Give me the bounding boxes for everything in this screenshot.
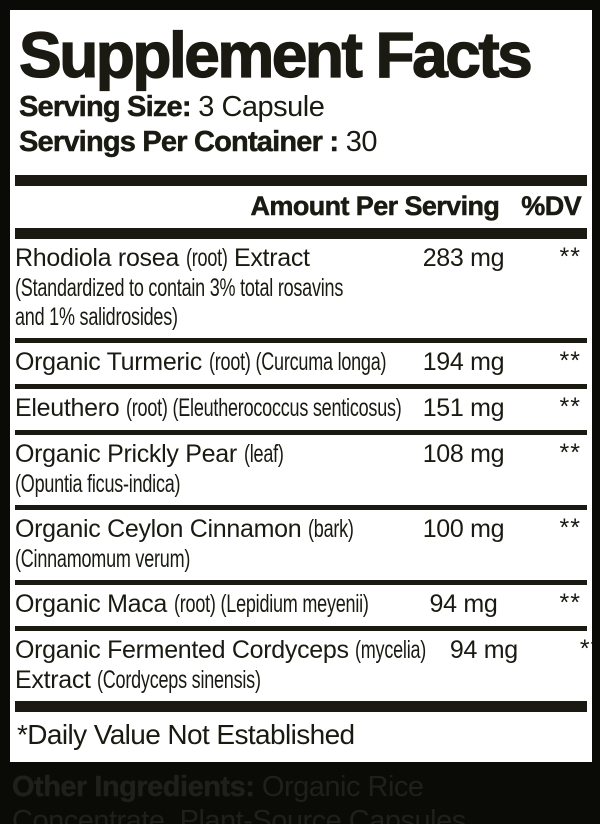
ingredient-name-line: Organic Ceylon Cinnamon (bark)	[15, 514, 406, 545]
latin-name-text: (leaf)	[243, 440, 284, 468]
other-ingredients-label: Other Ingredients:	[12, 771, 255, 803]
latin-name-text: (Cordyceps sinensis)	[97, 666, 262, 694]
dv-value: **	[559, 514, 581, 542]
ingredient-name-text: Eleuthero	[15, 394, 126, 422]
servings-per-container-value: 30	[338, 126, 378, 158]
row-divider	[15, 338, 587, 343]
ingredient-name-text: Organic Fermented Cordyceps	[15, 636, 356, 664]
ingredient-subtext-line: (Standardized to contain 3% total rosavi…	[15, 274, 406, 303]
latin-name-text: (root) (Curcuma longa)	[208, 348, 387, 376]
amount-value: 283 mg	[422, 244, 505, 272]
ingredient-name-cell: Rhodiola rosea (root) Extract (Standardiz…	[15, 243, 406, 332]
table-header-row: Amount Per Serving %DV	[15, 186, 587, 228]
ingredient-name-text: Rhodiola rosea	[15, 244, 186, 272]
dv-value: **	[559, 347, 581, 375]
ingredient-name-cell: Organic Maca (root) (Lepidium meyenii)	[15, 589, 406, 620]
ingredient-name-line: Organic Fermented Cordyceps (mycelia)	[15, 635, 427, 666]
ingredient-name-text: Extract	[227, 244, 310, 272]
row-divider	[15, 430, 587, 435]
ingredient-row: Organic Maca (root) (Lepidium meyenii) 94…	[15, 585, 587, 626]
dv-value: **	[579, 635, 592, 663]
latin-name-text: (root) (Lepidium meyenii)	[173, 590, 369, 618]
daily-value-footnote: *Daily Value Not Established	[17, 719, 355, 750]
ingredient-row: Organic Prickly Pear (leaf) (Opuntia ficu…	[15, 435, 587, 505]
section-bar-footnote	[15, 701, 587, 712]
dv-value: **	[559, 243, 581, 271]
ingredient-name-line: Organic Turmeric (root) (Curcuma longa)	[15, 347, 406, 378]
facts-panel: Supplement Facts Serving Size: 3 Capsule…	[10, 10, 592, 762]
serving-size-label: Serving Size:	[19, 91, 192, 124]
dv-value: **	[559, 589, 581, 617]
ingredient-name-text: Organic Prickly Pear	[15, 440, 244, 468]
ingredient-rows: Rhodiola rosea (root) Extract (Standardiz…	[15, 239, 592, 701]
ingredient-name-text: Organic Maca	[15, 590, 174, 618]
ingredient-name-cell: Organic Fermented Cordyceps (mycelia) Ext…	[15, 635, 427, 695]
ingredient-subtext-line: and 1% salidrosides)	[15, 303, 406, 332]
latin-name-text: (Opuntia ficus-indica)	[15, 470, 181, 498]
latin-name-text: (Cinnamomum verum)	[15, 545, 191, 573]
ingredient-name-text: Organic Turmeric	[15, 348, 209, 376]
amount-value: 94 mg	[449, 636, 518, 664]
amount-per-serving-header: Amount Per Serving	[250, 191, 500, 222]
percent-dv-header: %DV	[521, 191, 582, 222]
ingredient-subtext-line: Extract (Cordyceps sinensis)	[15, 666, 426, 695]
row-divider	[15, 384, 587, 389]
other-ingredients-text: Organic Rice Concentrate, Plant-Source C…	[12, 771, 466, 824]
amount-value: 100 mg	[422, 515, 505, 543]
latin-name-text: (Standardized to contain 3% total rosavi…	[15, 274, 344, 302]
ingredient-row: Organic Ceylon Cinnamon (bark) (Cinnamomu…	[15, 510, 587, 580]
servings-per-container-label: Servings Per Container :	[19, 126, 340, 159]
amount-value: 108 mg	[422, 440, 505, 468]
ingredient-subtext-line: (Cinnamomum verum)	[15, 545, 406, 574]
ingredient-name-text: Organic Ceylon Cinnamon	[15, 515, 308, 543]
latin-name-text: (mycelia)	[355, 636, 427, 664]
ingredient-row: Eleuthero (root) (Eleutherococcus sentic…	[15, 389, 587, 430]
label-title: Supplement Facts	[18, 19, 533, 91]
serving-size-value: 3 Capsule	[190, 91, 325, 123]
ingredient-row: Rhodiola rosea (root) Extract (Standardiz…	[15, 239, 587, 338]
dv-value: **	[559, 439, 581, 467]
other-ingredients-section: Other Ingredients: Organic Rice Concentr…	[10, 762, 592, 824]
row-divider	[15, 626, 587, 631]
latin-name-text: and 1% salidrosides)	[15, 303, 178, 331]
amount-value: 151 mg	[422, 394, 505, 422]
ingredient-name-cell: Eleuthero (root) (Eleutherococcus sentic…	[15, 393, 406, 424]
ingredient-name-cell: Organic Turmeric (root) (Curcuma longa)	[15, 347, 406, 378]
latin-name-text: (bark)	[307, 515, 354, 543]
section-bar-header	[15, 228, 587, 239]
ingredient-name-line: Eleuthero (root) (Eleutherococcus sentic…	[15, 393, 406, 424]
ingredient-name-line: Rhodiola rosea (root) Extract	[15, 243, 406, 274]
serving-size-line: Serving Size: 3 Capsule	[19, 90, 587, 125]
amount-value: 94 mg	[429, 590, 498, 618]
ingredient-row: Organic Turmeric (root) (Curcuma longa) 1…	[15, 343, 587, 384]
ingredient-name-cell: Organic Prickly Pear (leaf) (Opuntia ficu…	[15, 439, 406, 499]
ingredient-row: Organic Fermented Cordyceps (mycelia) Ext…	[15, 631, 592, 701]
servings-per-container-line: Servings Per Container : 30	[19, 125, 587, 160]
ingredient-name-line: Organic Maca (root) (Lepidium meyenii)	[15, 589, 406, 620]
ingredient-name-text: Extract	[15, 666, 98, 694]
row-divider	[15, 580, 587, 585]
dv-value: **	[559, 393, 581, 421]
section-bar-top	[15, 175, 587, 186]
latin-name-text: (root) (Eleutherococcus senticosus)	[125, 394, 402, 422]
ingredient-name-line: Organic Prickly Pear (leaf)	[15, 439, 406, 470]
latin-name-text: (root)	[185, 244, 228, 272]
ingredient-subtext-line: (Opuntia ficus-indica)	[15, 470, 406, 499]
ingredient-name-cell: Organic Ceylon Cinnamon (bark) (Cinnamomu…	[15, 514, 406, 574]
amount-value: 194 mg	[422, 348, 505, 376]
row-divider	[15, 505, 587, 510]
